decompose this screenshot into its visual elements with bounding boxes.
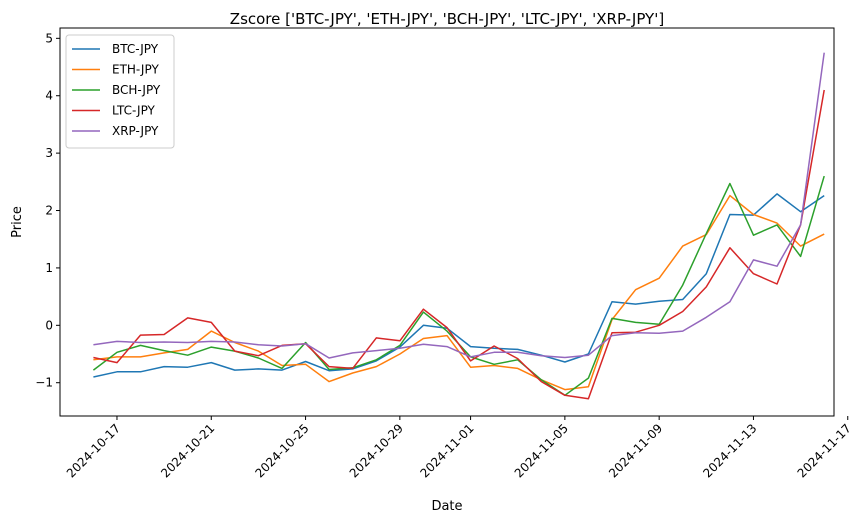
legend-label: ETH-JPY [112, 63, 159, 77]
x-tick-label: 2024-11-05 [512, 421, 571, 480]
x-tick-label: 2024-10-29 [347, 421, 406, 480]
y-axis: −1 0 1 2 3 4 5 [35, 31, 60, 390]
y-tick-label: 2 [45, 204, 53, 218]
x-tick-label: 2024-10-25 [252, 421, 311, 480]
series-line-ltc-jpy [93, 89, 825, 400]
plot-frame [59, 27, 835, 417]
x-tick-label: 2024-11-09 [606, 421, 665, 480]
series-line-bch-jpy [92, 175, 825, 397]
legend-label: BCH-JPY [112, 83, 161, 97]
legend-label: XRP-JPY [112, 124, 159, 138]
y-axis-label: Price [10, 206, 25, 238]
x-tick-label: 2024-10-17 [64, 421, 123, 480]
y-tick-label: −1 [35, 376, 53, 390]
legend: BTC-JPY ETH-JPY BCH-JPY LTC-JPY XRP-JPY [65, 34, 175, 149]
legend-label: LTC-JPY [112, 104, 156, 118]
series-line-btc-jpy [93, 193, 825, 378]
x-tick-label: 2024-11-17 [795, 421, 854, 480]
legend-box [65, 34, 175, 149]
legend-label: BTC-JPY [112, 42, 159, 56]
x-axis: 2024-10-17 2024-10-21 2024-10-25 2024-10-29… [64, 416, 854, 480]
series-line-eth-jpy [93, 194, 825, 391]
plot-area [92, 52, 825, 400]
x-tick-label: 2024-11-13 [700, 421, 759, 480]
y-tick-label: 3 [45, 146, 53, 160]
series-line-xrp-jpy [93, 52, 825, 359]
x-tick-label: 2024-10-21 [158, 421, 217, 480]
chart-title: Zscore ['BTC-JPY', 'ETH-JPY', 'BCH-JPY',… [230, 10, 664, 28]
y-tick-label: 0 [45, 318, 53, 332]
y-tick-label: 5 [45, 31, 53, 45]
y-tick-label: 4 [45, 89, 53, 103]
x-axis-label: Date [431, 499, 462, 514]
y-tick-label: 1 [45, 261, 53, 275]
x-tick-label: 2024-11-01 [417, 421, 476, 480]
